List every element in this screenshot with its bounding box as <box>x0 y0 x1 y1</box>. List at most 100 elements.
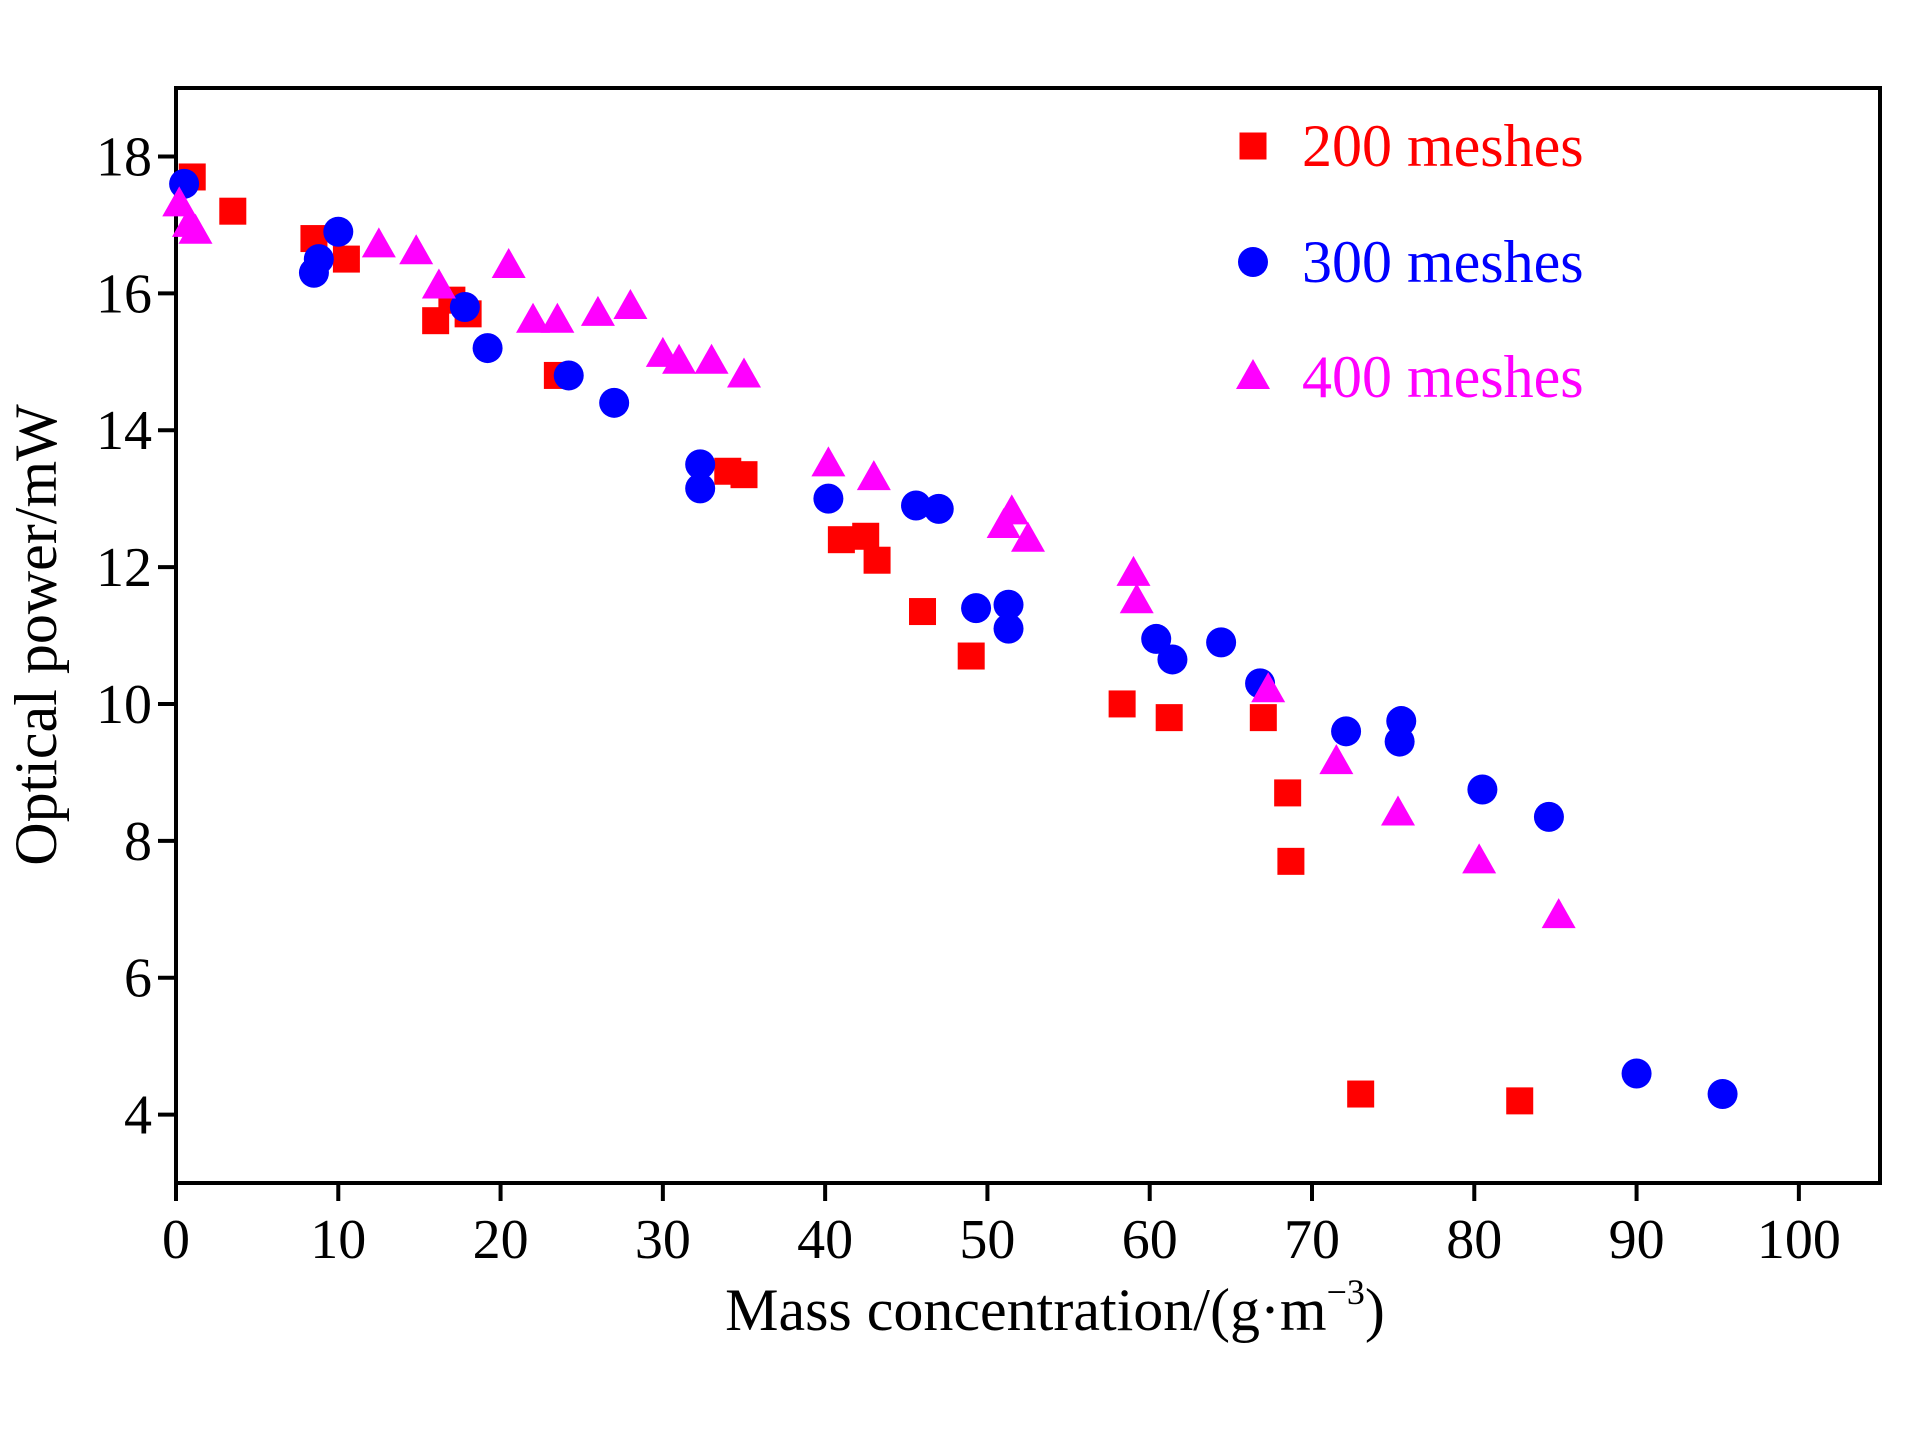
x-axis-title: Mass concentration/(g·m−3) <box>725 1272 1385 1343</box>
data-point-square <box>1155 704 1183 732</box>
data-point-triangle <box>1462 843 1497 874</box>
y-tick-label: 12 <box>96 537 152 599</box>
data-point-triangle <box>399 234 434 265</box>
y-tick-label: 16 <box>96 263 152 325</box>
y-tick-label: 8 <box>124 811 152 873</box>
y-tick-label: 10 <box>96 674 152 736</box>
data-point-triangle <box>516 302 551 333</box>
data-point-circle <box>1707 1079 1738 1110</box>
data-point-circle <box>901 490 932 521</box>
data-point-triangle <box>1011 521 1045 552</box>
data-point-square <box>1249 704 1277 732</box>
data-point-triangle <box>1116 555 1151 586</box>
legend-label: 400 meshes <box>1302 344 1584 410</box>
x-tick-label: 10 <box>310 1209 366 1271</box>
data-point-circle <box>685 473 716 504</box>
data-point-triangle <box>1251 672 1286 703</box>
data-point-triangle <box>178 213 213 244</box>
x-tick-label: 20 <box>473 1209 529 1271</box>
data-point-triangle <box>811 446 846 477</box>
y-tick-label: 4 <box>124 1085 152 1147</box>
data-point-square <box>863 546 891 574</box>
data-point-circle <box>553 360 584 391</box>
data-point-triangle <box>421 268 456 299</box>
y-axis-title: Optical power/mW <box>3 404 69 866</box>
y-tick-label: 14 <box>96 400 152 462</box>
data-point-square <box>852 522 880 550</box>
data-point-triangle <box>662 343 697 374</box>
data-point-circle <box>993 589 1024 620</box>
x-axis-title-main: Mass concentration/(g·m <box>725 1277 1327 1343</box>
data-point-triangle <box>540 302 575 333</box>
data-point-triangle <box>491 247 526 278</box>
x-axis-ticks <box>174 1183 1801 1201</box>
data-point-triangle <box>1119 583 1154 614</box>
data-point-circle <box>472 333 503 364</box>
data-point-circle <box>993 613 1024 644</box>
data-point-circle <box>1331 716 1362 747</box>
data-point-circle <box>1467 774 1498 805</box>
data-point-triangle <box>856 460 891 491</box>
x-tick-label: 70 <box>1284 1209 1340 1271</box>
y-axis-tick-labels: 4 6 8 10 12 14 16 18 <box>96 126 152 1146</box>
data-point-square <box>332 245 360 273</box>
x-axis-tick-labels: 0 10 20 30 40 50 60 70 80 90 100 <box>162 1209 1841 1271</box>
data-point-circle <box>1206 627 1237 658</box>
data-point-square <box>219 197 247 225</box>
data-point-triangle <box>1381 795 1416 826</box>
data-point-circle <box>961 593 992 624</box>
legend: 200 meshes 300 meshes 400 meshes <box>1236 113 1584 410</box>
legend-marker-triangle <box>1236 359 1270 389</box>
data-point-circle <box>1157 644 1188 675</box>
data-point-square <box>909 598 937 626</box>
data-point-circle <box>323 216 354 247</box>
data-point-triangle <box>694 343 729 374</box>
data-point-triangle <box>162 186 197 217</box>
legend-marker-circle <box>1238 247 1268 277</box>
data-point-triangle <box>613 289 648 319</box>
legend-label: 200 meshes <box>1302 113 1584 179</box>
data-point-circle <box>685 449 716 480</box>
data-point-triangle <box>580 295 615 326</box>
x-tick-label: 30 <box>635 1209 691 1271</box>
data-point-triangle <box>361 227 396 258</box>
x-tick-label: 60 <box>1122 1209 1178 1271</box>
data-point-square <box>730 461 758 489</box>
x-tick-label: 100 <box>1757 1209 1841 1271</box>
data-points <box>162 163 1738 1115</box>
data-point-circle <box>449 292 480 322</box>
data-point-circle <box>813 483 844 514</box>
x-axis-title-superscript: −3 <box>1327 1272 1365 1312</box>
data-point-triangle <box>1319 744 1354 775</box>
data-point-square <box>1108 690 1136 718</box>
y-tick-label: 6 <box>124 948 152 1010</box>
x-tick-label: 90 <box>1609 1209 1665 1271</box>
data-point-square <box>827 526 855 554</box>
y-axis-ticks <box>158 154 176 1117</box>
data-point-triangle <box>1541 898 1576 929</box>
data-point-circle <box>169 168 200 199</box>
data-point-circle <box>923 493 954 524</box>
data-point-triangle <box>994 494 1029 525</box>
data-point-square <box>1274 779 1302 807</box>
data-point-square <box>1506 1087 1534 1115</box>
legend-label: 300 meshes <box>1302 229 1584 295</box>
data-point-circle <box>1386 706 1417 737</box>
plot-frame <box>174 86 1882 1185</box>
data-point-circle <box>303 244 334 275</box>
x-axis-title-end: ) <box>1365 1277 1385 1343</box>
data-point-circle <box>599 387 630 418</box>
data-point-circle <box>1533 801 1564 832</box>
legend-marker-square <box>1239 132 1267 160</box>
data-point-square <box>1277 847 1305 875</box>
data-point-triangle <box>727 357 761 388</box>
x-tick-label: 40 <box>797 1209 853 1271</box>
data-point-circle <box>1141 623 1172 654</box>
y-tick-label: 18 <box>96 126 152 188</box>
x-tick-label: 0 <box>162 1209 190 1271</box>
x-tick-label: 50 <box>959 1209 1015 1271</box>
data-point-square <box>957 642 985 670</box>
x-tick-label: 80 <box>1446 1209 1502 1271</box>
data-point-circle <box>1621 1058 1652 1089</box>
